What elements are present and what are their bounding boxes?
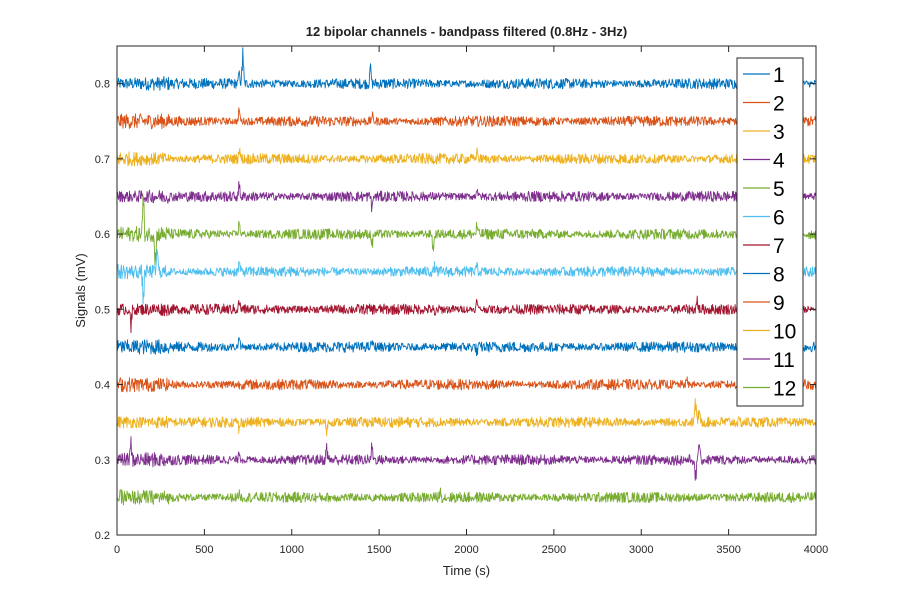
y-tick-label: 0.5: [95, 304, 110, 316]
series-line-10: [116, 398, 817, 437]
y-axis-label: Signals (mV): [73, 253, 88, 327]
legend-label-4: 4: [773, 150, 785, 173]
series-line-9: [116, 376, 817, 393]
legend-label-12: 12: [773, 378, 796, 401]
legend-label-3: 3: [773, 121, 785, 144]
x-tick-label: 3000: [629, 544, 653, 556]
series-line-4: [116, 180, 817, 213]
legend-label-9: 9: [773, 292, 785, 315]
y-axis-ticks: 0.2 0.3 0.4 0.5 0.6 0.7 0.8: [95, 79, 816, 542]
y-tick-label: 0.7: [95, 154, 110, 166]
x-tick-label: 4000: [804, 544, 828, 556]
x-tick-label: 0: [114, 544, 120, 556]
x-tick-label: 500: [195, 544, 213, 556]
plot-area: [116, 45, 817, 536]
legend-label-1: 1: [773, 64, 785, 87]
y-tick-label: 0.2: [95, 530, 110, 542]
y-tick-label: 0.3: [95, 455, 110, 467]
series-line-3: [116, 147, 817, 167]
x-tick-label: 2000: [454, 544, 478, 556]
x-axis-label: Time (s): [443, 563, 490, 578]
series-line-11: [116, 436, 817, 481]
legend-label-6: 6: [773, 207, 785, 230]
y-tick-label: 0.6: [95, 229, 110, 241]
legend-label-8: 8: [773, 264, 785, 287]
series-line-7: [116, 295, 817, 334]
series-line-5: [116, 194, 817, 265]
legend-label-7: 7: [773, 235, 785, 258]
x-axis-ticks: 0 500 1000 1500 2000 2500 3000 3500 4000: [114, 46, 828, 556]
x-tick-label: 1500: [367, 544, 391, 556]
y-tick-label: 0.4: [95, 380, 110, 392]
series-line-2: [116, 107, 817, 130]
chart-title: 12 bipolar channels - bandpass filtered …: [306, 24, 627, 39]
legend-label-11: 11: [773, 349, 795, 372]
x-tick-label: 2500: [542, 544, 566, 556]
legend-label-2: 2: [773, 93, 785, 116]
signal-traces: [116, 47, 817, 506]
series-line-1: [116, 47, 816, 91]
series-line-6: [116, 248, 817, 305]
legend-label-10: 10: [773, 321, 796, 344]
axes-background: [117, 46, 816, 535]
series-line-8: [116, 337, 817, 357]
series-line-12: [116, 487, 817, 506]
y-tick-label: 0.8: [95, 79, 110, 91]
x-tick-label: 1000: [280, 544, 304, 556]
legend-box: [736, 57, 804, 407]
x-tick-label: 3500: [716, 544, 740, 556]
legend-label-5: 5: [773, 178, 785, 201]
